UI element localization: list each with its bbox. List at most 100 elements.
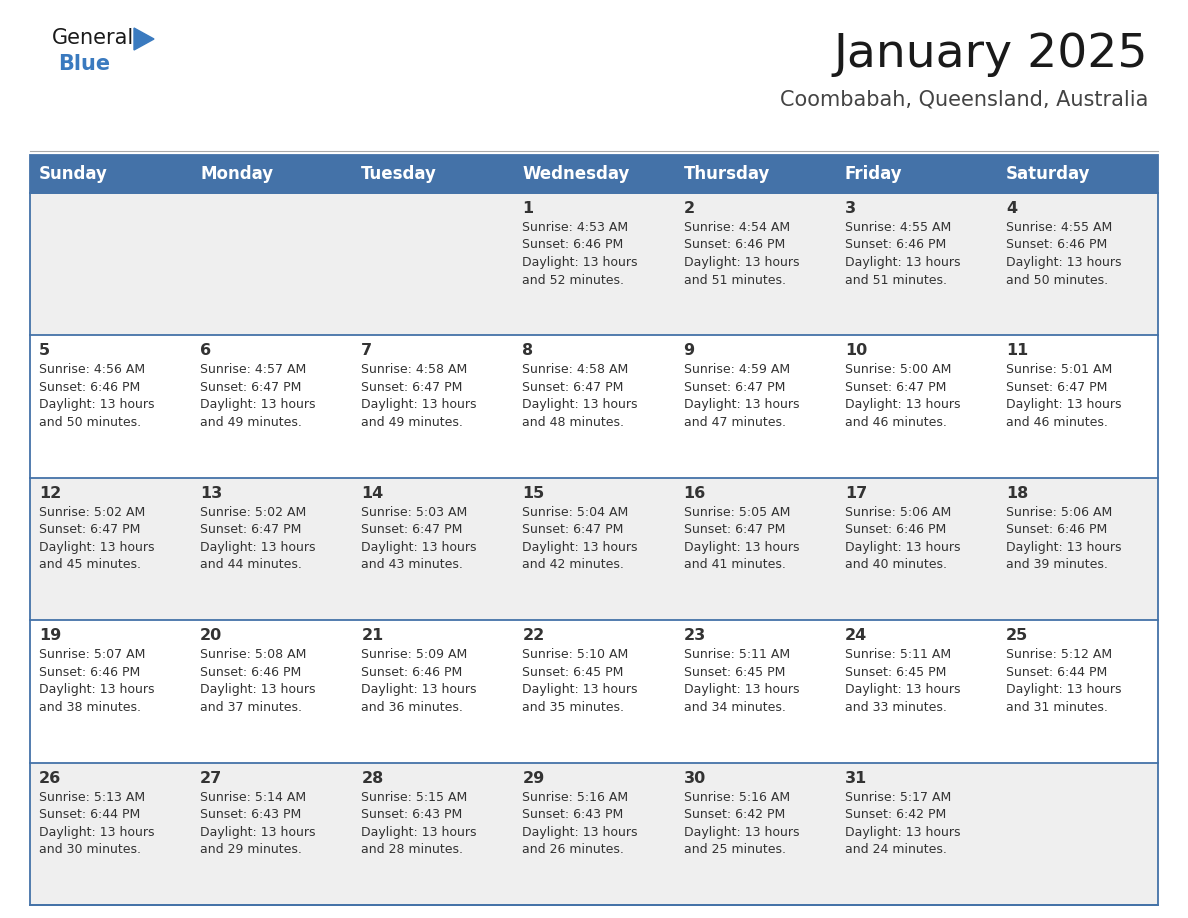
Bar xyxy=(353,335,513,477)
Text: 28: 28 xyxy=(361,770,384,786)
Text: Sunrise: 4:53 AM
Sunset: 6:46 PM
Daylight: 13 hours
and 52 minutes.: Sunrise: 4:53 AM Sunset: 6:46 PM Dayligh… xyxy=(523,221,638,286)
Text: Tuesday: Tuesday xyxy=(361,165,437,183)
Bar xyxy=(513,477,675,621)
Bar xyxy=(30,763,191,905)
Bar xyxy=(191,335,353,477)
Text: Sunrise: 4:58 AM
Sunset: 6:47 PM
Daylight: 13 hours
and 48 minutes.: Sunrise: 4:58 AM Sunset: 6:47 PM Dayligh… xyxy=(523,364,638,429)
Text: 27: 27 xyxy=(200,770,222,786)
Text: Sunrise: 4:55 AM
Sunset: 6:46 PM
Daylight: 13 hours
and 50 minutes.: Sunrise: 4:55 AM Sunset: 6:46 PM Dayligh… xyxy=(1006,221,1121,286)
Bar xyxy=(30,155,1158,905)
Text: Sunrise: 5:05 AM
Sunset: 6:47 PM
Daylight: 13 hours
and 41 minutes.: Sunrise: 5:05 AM Sunset: 6:47 PM Dayligh… xyxy=(683,506,800,571)
Bar xyxy=(835,335,997,477)
Text: Sunrise: 5:02 AM
Sunset: 6:47 PM
Daylight: 13 hours
and 45 minutes.: Sunrise: 5:02 AM Sunset: 6:47 PM Dayligh… xyxy=(39,506,154,571)
Bar xyxy=(191,621,353,763)
Bar xyxy=(675,193,835,335)
Bar xyxy=(675,335,835,477)
Text: 19: 19 xyxy=(39,628,62,644)
Bar xyxy=(835,193,997,335)
Text: Sunrise: 5:13 AM
Sunset: 6:44 PM
Daylight: 13 hours
and 30 minutes.: Sunrise: 5:13 AM Sunset: 6:44 PM Dayligh… xyxy=(39,790,154,856)
Text: Sunrise: 5:16 AM
Sunset: 6:43 PM
Daylight: 13 hours
and 26 minutes.: Sunrise: 5:16 AM Sunset: 6:43 PM Dayligh… xyxy=(523,790,638,856)
Bar xyxy=(30,621,191,763)
Text: 31: 31 xyxy=(845,770,867,786)
Text: 4: 4 xyxy=(1006,201,1017,216)
Bar xyxy=(675,763,835,905)
Text: 8: 8 xyxy=(523,343,533,358)
Bar xyxy=(513,621,675,763)
Text: 16: 16 xyxy=(683,486,706,501)
Bar xyxy=(675,477,835,621)
Text: Sunrise: 4:55 AM
Sunset: 6:46 PM
Daylight: 13 hours
and 51 minutes.: Sunrise: 4:55 AM Sunset: 6:46 PM Dayligh… xyxy=(845,221,960,286)
Bar xyxy=(513,193,675,335)
Text: Sunrise: 5:16 AM
Sunset: 6:42 PM
Daylight: 13 hours
and 25 minutes.: Sunrise: 5:16 AM Sunset: 6:42 PM Dayligh… xyxy=(683,790,800,856)
Polygon shape xyxy=(134,28,154,50)
Bar xyxy=(353,477,513,621)
Text: Friday: Friday xyxy=(845,165,903,183)
Text: 1: 1 xyxy=(523,201,533,216)
Bar xyxy=(835,621,997,763)
Bar xyxy=(353,763,513,905)
Text: 3: 3 xyxy=(845,201,855,216)
Bar xyxy=(513,335,675,477)
Bar xyxy=(835,763,997,905)
Text: Sunrise: 5:06 AM
Sunset: 6:46 PM
Daylight: 13 hours
and 39 minutes.: Sunrise: 5:06 AM Sunset: 6:46 PM Dayligh… xyxy=(1006,506,1121,571)
Text: Sunrise: 5:04 AM
Sunset: 6:47 PM
Daylight: 13 hours
and 42 minutes.: Sunrise: 5:04 AM Sunset: 6:47 PM Dayligh… xyxy=(523,506,638,571)
Text: Sunrise: 5:11 AM
Sunset: 6:45 PM
Daylight: 13 hours
and 34 minutes.: Sunrise: 5:11 AM Sunset: 6:45 PM Dayligh… xyxy=(683,648,800,713)
Text: Sunrise: 4:58 AM
Sunset: 6:47 PM
Daylight: 13 hours
and 49 minutes.: Sunrise: 4:58 AM Sunset: 6:47 PM Dayligh… xyxy=(361,364,476,429)
Text: 5: 5 xyxy=(39,343,50,358)
Text: 13: 13 xyxy=(200,486,222,501)
Text: Sunrise: 5:01 AM
Sunset: 6:47 PM
Daylight: 13 hours
and 46 minutes.: Sunrise: 5:01 AM Sunset: 6:47 PM Dayligh… xyxy=(1006,364,1121,429)
Bar xyxy=(30,155,191,193)
Text: 30: 30 xyxy=(683,770,706,786)
Text: Sunrise: 5:11 AM
Sunset: 6:45 PM
Daylight: 13 hours
and 33 minutes.: Sunrise: 5:11 AM Sunset: 6:45 PM Dayligh… xyxy=(845,648,960,713)
Text: Sunrise: 5:07 AM
Sunset: 6:46 PM
Daylight: 13 hours
and 38 minutes.: Sunrise: 5:07 AM Sunset: 6:46 PM Dayligh… xyxy=(39,648,154,713)
Text: Sunrise: 4:56 AM
Sunset: 6:46 PM
Daylight: 13 hours
and 50 minutes.: Sunrise: 4:56 AM Sunset: 6:46 PM Dayligh… xyxy=(39,364,154,429)
Text: Sunrise: 5:15 AM
Sunset: 6:43 PM
Daylight: 13 hours
and 28 minutes.: Sunrise: 5:15 AM Sunset: 6:43 PM Dayligh… xyxy=(361,790,476,856)
Text: Sunday: Sunday xyxy=(39,165,108,183)
Text: 29: 29 xyxy=(523,770,544,786)
Bar xyxy=(191,193,353,335)
Text: 23: 23 xyxy=(683,628,706,644)
Bar xyxy=(835,477,997,621)
Text: General: General xyxy=(52,28,134,48)
Text: Wednesday: Wednesday xyxy=(523,165,630,183)
Text: January 2025: January 2025 xyxy=(834,32,1148,77)
Text: 22: 22 xyxy=(523,628,544,644)
Text: Sunrise: 5:06 AM
Sunset: 6:46 PM
Daylight: 13 hours
and 40 minutes.: Sunrise: 5:06 AM Sunset: 6:46 PM Dayligh… xyxy=(845,506,960,571)
Bar xyxy=(997,763,1158,905)
Bar xyxy=(191,155,353,193)
Bar xyxy=(997,477,1158,621)
Text: Sunrise: 5:08 AM
Sunset: 6:46 PM
Daylight: 13 hours
and 37 minutes.: Sunrise: 5:08 AM Sunset: 6:46 PM Dayligh… xyxy=(200,648,316,713)
Text: Sunrise: 5:14 AM
Sunset: 6:43 PM
Daylight: 13 hours
and 29 minutes.: Sunrise: 5:14 AM Sunset: 6:43 PM Dayligh… xyxy=(200,790,316,856)
Text: 25: 25 xyxy=(1006,628,1028,644)
Text: Sunrise: 4:59 AM
Sunset: 6:47 PM
Daylight: 13 hours
and 47 minutes.: Sunrise: 4:59 AM Sunset: 6:47 PM Dayligh… xyxy=(683,364,800,429)
Text: 7: 7 xyxy=(361,343,372,358)
Bar xyxy=(191,477,353,621)
Text: Sunrise: 5:03 AM
Sunset: 6:47 PM
Daylight: 13 hours
and 43 minutes.: Sunrise: 5:03 AM Sunset: 6:47 PM Dayligh… xyxy=(361,506,476,571)
Text: 17: 17 xyxy=(845,486,867,501)
Bar xyxy=(353,155,513,193)
Text: Blue: Blue xyxy=(58,54,110,74)
Text: 15: 15 xyxy=(523,486,544,501)
Bar xyxy=(997,193,1158,335)
Text: Coombabah, Queensland, Australia: Coombabah, Queensland, Australia xyxy=(779,90,1148,110)
Text: Sunrise: 4:54 AM
Sunset: 6:46 PM
Daylight: 13 hours
and 51 minutes.: Sunrise: 4:54 AM Sunset: 6:46 PM Dayligh… xyxy=(683,221,800,286)
Bar xyxy=(513,763,675,905)
Bar xyxy=(30,193,191,335)
Bar xyxy=(997,155,1158,193)
Text: 11: 11 xyxy=(1006,343,1028,358)
Text: 14: 14 xyxy=(361,486,384,501)
Text: 10: 10 xyxy=(845,343,867,358)
Text: Sunrise: 5:17 AM
Sunset: 6:42 PM
Daylight: 13 hours
and 24 minutes.: Sunrise: 5:17 AM Sunset: 6:42 PM Dayligh… xyxy=(845,790,960,856)
Text: 2: 2 xyxy=(683,201,695,216)
Text: Sunrise: 4:57 AM
Sunset: 6:47 PM
Daylight: 13 hours
and 49 minutes.: Sunrise: 4:57 AM Sunset: 6:47 PM Dayligh… xyxy=(200,364,316,429)
Bar xyxy=(675,621,835,763)
Text: 21: 21 xyxy=(361,628,384,644)
Text: Thursday: Thursday xyxy=(683,165,770,183)
Bar xyxy=(997,621,1158,763)
Text: 26: 26 xyxy=(39,770,62,786)
Text: Sunrise: 5:02 AM
Sunset: 6:47 PM
Daylight: 13 hours
and 44 minutes.: Sunrise: 5:02 AM Sunset: 6:47 PM Dayligh… xyxy=(200,506,316,571)
Bar xyxy=(835,155,997,193)
Bar xyxy=(353,193,513,335)
Bar xyxy=(675,155,835,193)
Bar xyxy=(513,155,675,193)
